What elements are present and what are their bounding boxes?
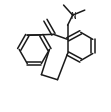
- Text: N: N: [70, 12, 75, 20]
